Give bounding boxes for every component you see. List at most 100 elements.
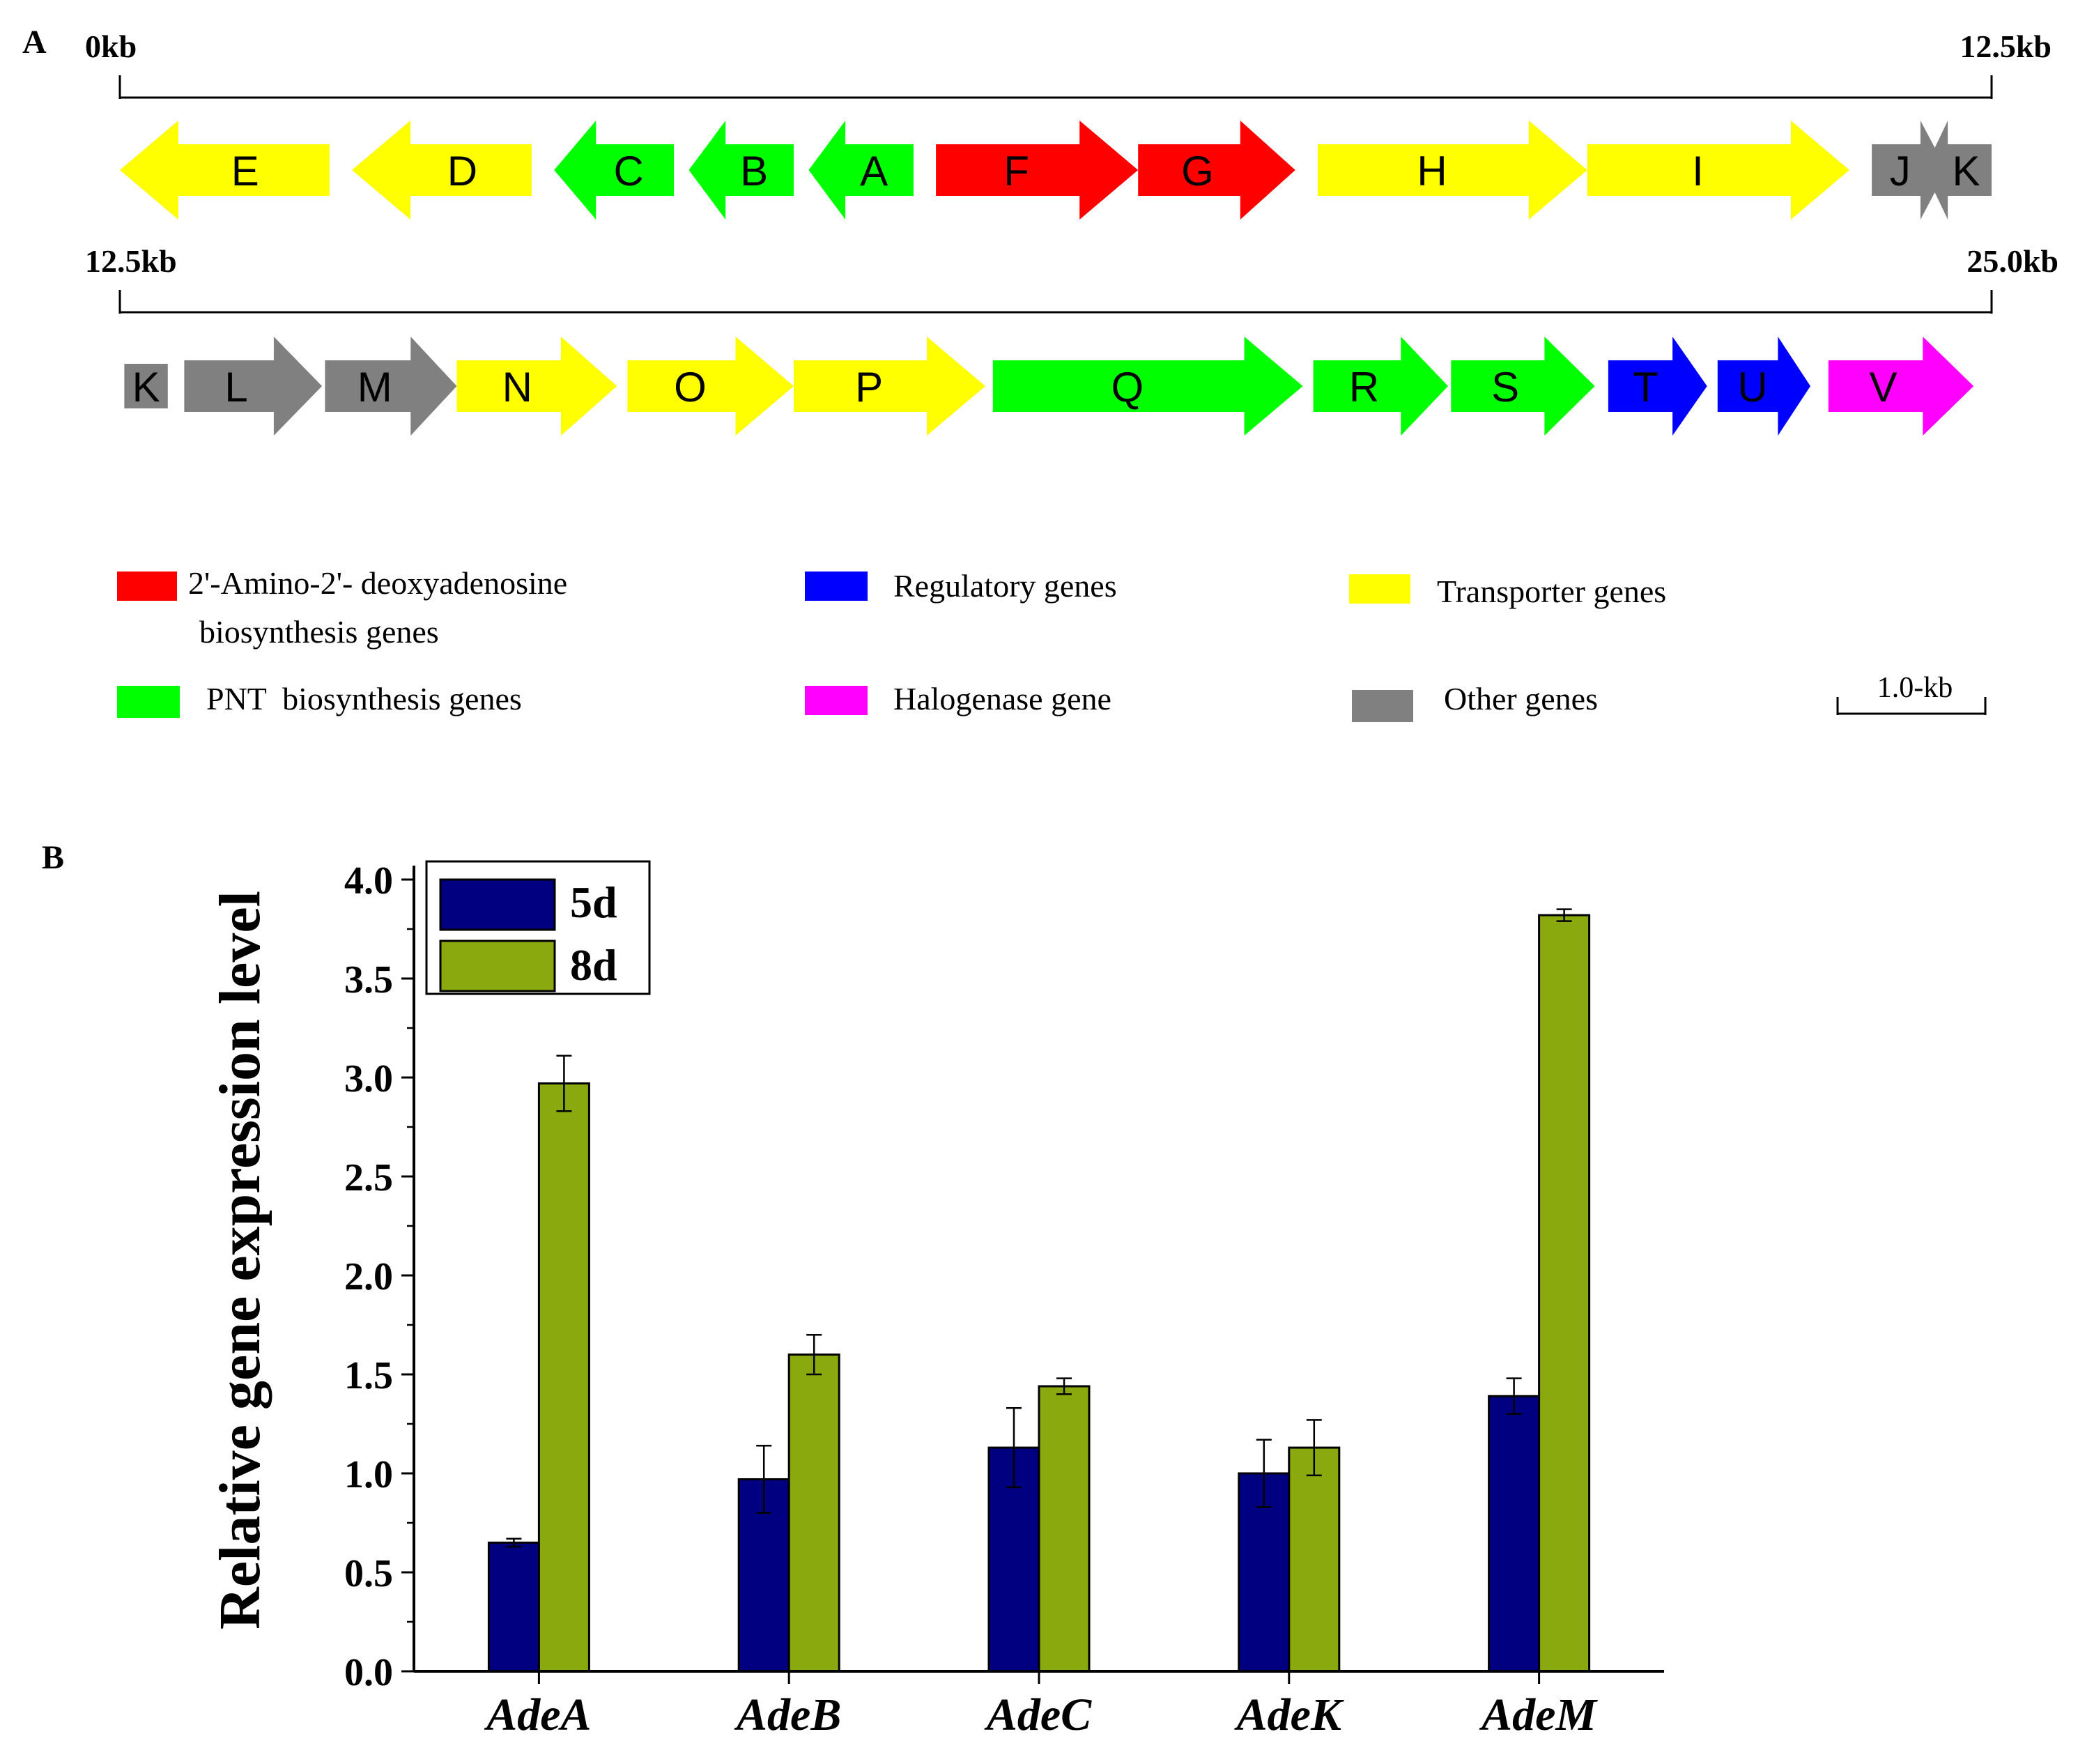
y-axis-label: Relative gene expression level xyxy=(208,891,272,1629)
legend-swatch-amino xyxy=(117,572,177,601)
error-bar-adea-5d xyxy=(506,1537,522,1548)
x-tick-label-adec: AdeC xyxy=(984,1689,1092,1740)
legend-swatch-8d xyxy=(439,939,556,992)
gene-arrow-p xyxy=(794,337,985,436)
legend-text-other: Other genes xyxy=(1444,681,1598,716)
row1-end-label: 12.5kb xyxy=(1960,29,2052,64)
legend-item-halogenase: Halogenase gene xyxy=(805,681,1111,716)
gene-legend: 2'-Amino-2'- deoxyadenosine biosynthesis… xyxy=(117,565,1666,722)
bar-adec-8d xyxy=(1038,1385,1091,1673)
gene-label-k: K xyxy=(132,364,160,411)
gene-row-2: K L M N O P Q R S T U V xyxy=(124,337,1974,436)
bar-adem-8d xyxy=(1538,914,1591,1673)
scale-bar: 1.0-kb xyxy=(1836,672,1987,715)
gene-label-v: V xyxy=(1869,364,1897,411)
y-tick-label-2: 1.0 xyxy=(344,1453,393,1496)
gene-arrow-s xyxy=(1451,337,1595,436)
error-bar-adem-5d xyxy=(1506,1377,1522,1416)
ruler-row2: 12.5kb 25.0kb xyxy=(85,243,2058,314)
gene-label-i: I xyxy=(1692,148,1704,194)
gene-label-t: T xyxy=(1633,364,1658,411)
gene-arrow-m xyxy=(325,337,457,436)
y-tick-label-4: 2.0 xyxy=(344,1255,393,1298)
gene-label-k: K xyxy=(1952,148,1980,194)
x-tick-label-adea: AdeA xyxy=(484,1689,591,1740)
ruler-row1: 0kb 12.5kb xyxy=(85,29,2052,99)
x-tick-label-adeb: AdeB xyxy=(734,1689,841,1740)
x-tick-label-adek: AdeK xyxy=(1234,1689,1344,1740)
gene-label-q: Q xyxy=(1111,364,1144,411)
gene-arrow-q xyxy=(992,337,1303,436)
gene-arrow-c xyxy=(554,121,675,220)
gene-label-a: A xyxy=(860,148,888,194)
gene-label-c: C xyxy=(614,148,644,194)
row2-end-label: 25.0kb xyxy=(1967,243,2058,279)
error-bar-adeb-8d xyxy=(806,1333,822,1376)
gene-arrow-j xyxy=(1872,121,1947,220)
legend-swatch-halogenase xyxy=(805,686,868,715)
y-tick-label-7: 3.5 xyxy=(344,958,393,1002)
gene-label-e: E xyxy=(231,148,259,194)
y-tick-label-1: 0.5 xyxy=(344,1552,393,1595)
legend-swatch-pnt xyxy=(117,686,180,718)
gene-arrow-h xyxy=(1318,121,1587,220)
gene-label-d: D xyxy=(447,148,477,194)
gene-label-p: P xyxy=(855,364,883,411)
gene-arrow-r xyxy=(1313,337,1448,436)
gene-label-n: N xyxy=(502,364,532,411)
gene-label-o: O xyxy=(674,364,707,411)
gene-arrow-e xyxy=(120,121,330,220)
bars xyxy=(487,908,1591,1673)
gene-label-u: U xyxy=(1737,364,1767,411)
gene-arrow-b xyxy=(688,121,794,220)
axes: AdeA AdeB AdeC AdeK AdeM 0.0 0.5 1.0 1.5 2.0 2.5 3.… xyxy=(344,859,1664,1740)
row1-start-label: 0kb xyxy=(85,29,137,64)
gene-arrow-u xyxy=(1717,337,1810,436)
legend-item-regulatory: Regulatory genes xyxy=(805,568,1117,604)
legend-text-halogenase: Halogenase gene xyxy=(893,681,1111,716)
legend-text-transporter: Transporter genes xyxy=(1437,574,1666,609)
gene-label-b: B xyxy=(740,148,768,194)
gene-label-f: F xyxy=(1003,148,1029,194)
y-tick-label-6: 3.0 xyxy=(344,1057,393,1100)
bar-chart: Relative gene expression level AdeA AdeB A… xyxy=(208,859,1664,1740)
legend-item-transporter: Transporter genes xyxy=(1349,574,1666,609)
bar-adeb-8d xyxy=(787,1353,840,1673)
y-tick-label-5: 2.5 xyxy=(344,1156,393,1199)
legend-item-amino: 2'-Amino-2'- deoxyadenosine biosynthesis… xyxy=(117,565,567,650)
legend-text-amino-line2: biosynthesis genes xyxy=(199,614,439,650)
y-tick-label-8: 4.0 xyxy=(344,859,393,903)
legend-swatch-other xyxy=(1352,690,1413,722)
gene-arrow-a xyxy=(808,121,914,220)
row2-start-label: 12.5kb xyxy=(85,243,177,279)
bar-adem-5d xyxy=(1488,1395,1541,1673)
error-bar-adem-8d xyxy=(1556,908,1572,922)
legend-text-pnt: PNT biosynthesis genes xyxy=(206,681,522,716)
gene-label-s: S xyxy=(1491,364,1519,411)
legend-item-pnt: PNT biosynthesis genes xyxy=(117,681,522,718)
legend-item-other: Other genes xyxy=(1352,681,1598,722)
legend-text-amino-line1: 2'-Amino-2'- deoxyadenosine xyxy=(188,565,567,601)
error-bar-adec-8d xyxy=(1056,1377,1072,1395)
gene-arrow-t xyxy=(1608,337,1707,436)
legend-label-5d: 5d xyxy=(570,877,617,927)
panel-b-label: B xyxy=(42,839,64,876)
y-tick-label-0: 0.0 xyxy=(344,1651,393,1694)
gene-label-l: L xyxy=(224,364,247,411)
gene-label-g: G xyxy=(1181,148,1214,194)
gene-arrow-k xyxy=(1924,121,1992,220)
gene-arrow-o xyxy=(627,337,794,436)
gene-arrow-v xyxy=(1828,337,1974,436)
chart-legend: 5d 8d xyxy=(425,860,651,995)
x-tick-label-adem: AdeM xyxy=(1479,1689,1598,1740)
gene-arrow-i xyxy=(1587,121,1849,220)
legend-swatch-5d xyxy=(439,878,556,931)
error-bar-adek-8d xyxy=(1306,1419,1322,1477)
error-bar-adec-5d xyxy=(1006,1407,1022,1489)
gene-arrow-n xyxy=(456,337,617,436)
gene-label-r: R xyxy=(1349,364,1379,411)
legend-swatch-regulatory xyxy=(805,572,868,601)
